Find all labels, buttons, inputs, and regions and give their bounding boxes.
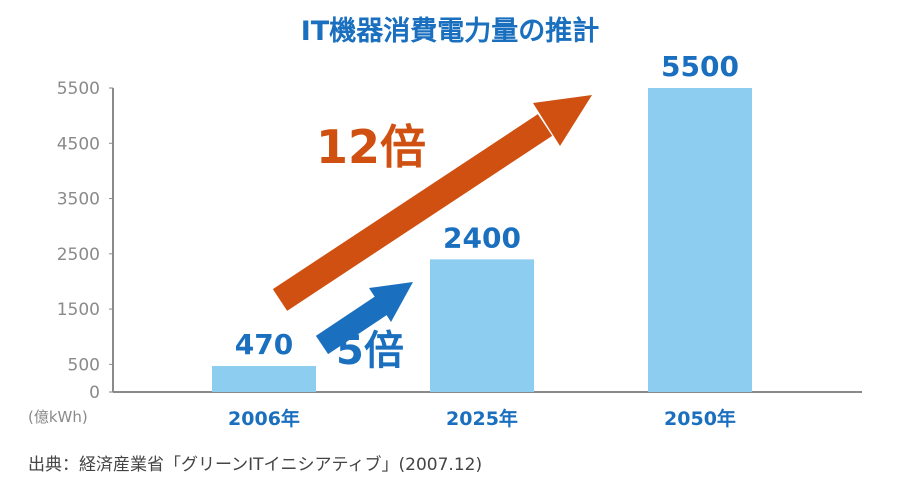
y-tick-label: 2500	[57, 245, 100, 265]
unit-label: (億kWh)	[28, 408, 88, 426]
bar	[430, 259, 534, 392]
annotation-12x: 12倍	[316, 120, 426, 174]
bar	[648, 88, 752, 392]
bars: 470 2400 5500	[212, 50, 752, 392]
y-tick-label: 1500	[57, 300, 100, 320]
y-tick-label: 0	[89, 383, 100, 403]
y-axis-ticks: 0 500 1500 2500 3500 4500 5500	[57, 79, 113, 403]
x-axis-ticks: 2006年 2025年 2050年	[228, 407, 736, 430]
source-note: 出典：経済産業省「グリーンITイニシアティブ」(2007.12)	[28, 454, 482, 475]
bar	[212, 366, 316, 392]
y-tick-label: 4500	[57, 134, 100, 154]
x-tick-label: 2006年	[228, 407, 300, 430]
arrow-5x-icon	[315, 282, 413, 355]
data-label: 2400	[443, 221, 521, 254]
x-tick-label: 2050年	[664, 407, 736, 430]
data-label: 5500	[661, 50, 739, 83]
y-tick-label: 500	[68, 355, 100, 375]
y-tick-label: 5500	[57, 79, 100, 99]
annotation-5x: 5倍	[336, 328, 404, 374]
y-tick-label: 3500	[57, 190, 100, 210]
arrow-12x-icon	[272, 95, 592, 311]
data-label: 470	[235, 328, 293, 361]
chart-title: IT機器消費電力量の推計	[301, 15, 599, 47]
x-tick-label: 2025年	[446, 407, 518, 430]
